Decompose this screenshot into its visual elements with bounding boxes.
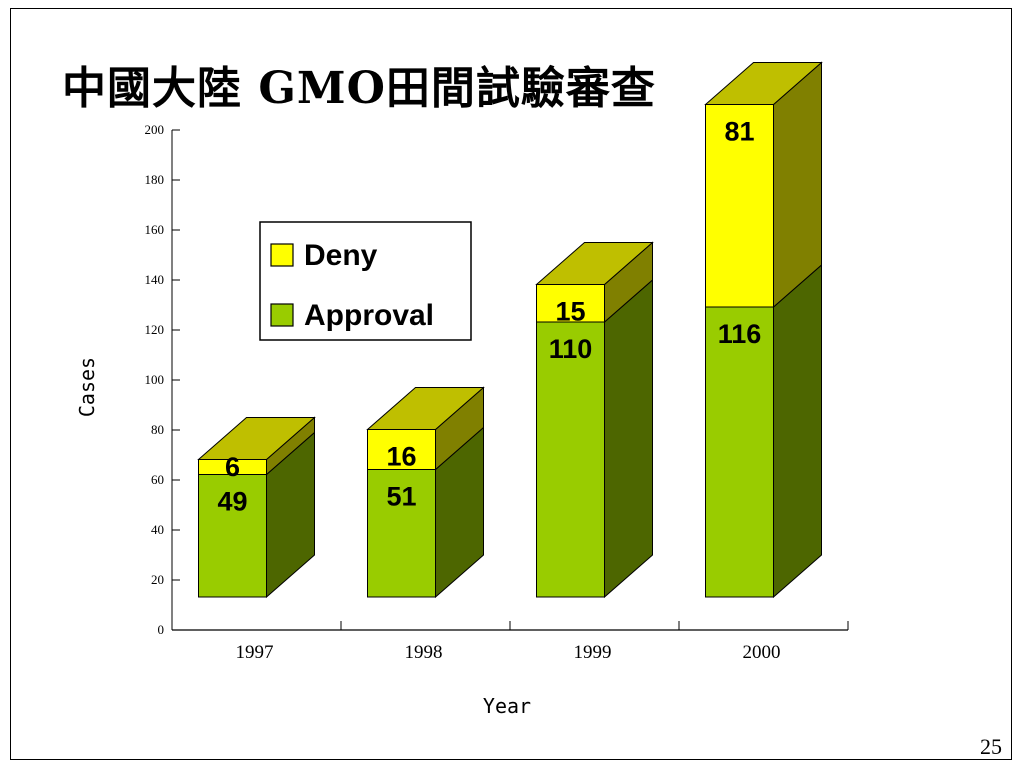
bar-approval-1999 [536,321,605,598]
legend-swatch-deny [270,243,294,267]
bar-approval-1997 [198,474,267,598]
bar-side-deny-2000 [773,61,822,309]
data-label-deny-1997: 6 [225,452,240,482]
legend-box [259,221,472,341]
bar-side-approval-2000 [773,263,822,599]
data-label-approval-1998: 51 [386,482,416,512]
bar-top-1997 [197,417,316,460]
y-tick-label-160: 160 [145,222,165,237]
data-label-deny-1998: 16 [386,442,416,472]
y-tick-label-120: 120 [145,322,165,337]
data-label-approval-2000: 116 [718,319,762,349]
data-label-approval-1999: 110 [549,334,593,364]
x-axis-title: Year [483,694,531,718]
x-tick-label-2000: 2000 [743,642,781,663]
x-tick-label-1999: 1999 [574,642,612,663]
page-number: 25 [980,734,1002,759]
bar-deny-1999 [536,284,605,323]
legend-label-deny: Deny [304,239,378,272]
y-tick-label-140: 140 [145,272,165,287]
bar-top-1999 [535,242,654,285]
legend-label-approval: Approval [304,299,434,332]
legend-swatch-approval [270,303,294,327]
bar-top-1998 [366,387,485,430]
bar-deny-1998 [367,429,436,470]
bar-side-approval-1999 [604,278,653,599]
slide-title: 中國大陸 GMO田間試驗審查 [62,63,656,114]
y-tick-label-180: 180 [145,172,165,187]
data-label-deny-2000: 81 [724,117,754,147]
bar-top-2000 [704,62,823,105]
y-tick-label-20: 20 [151,572,164,587]
data-label-deny-1999: 15 [555,297,585,327]
y-tick-label-40: 40 [151,522,164,537]
y-tick-label-200: 200 [145,122,165,137]
y-tick-label-100: 100 [145,372,165,387]
y-tick-label-0: 0 [158,622,165,637]
x-tick-label-1998: 1998 [405,642,443,663]
slide-frame [10,8,1012,760]
y-tick-label-80: 80 [151,422,164,437]
y-tick-label-60: 60 [151,472,164,487]
x-tick-label-1997: 1997 [236,642,274,663]
y-axis-title: Cases [75,357,99,417]
bar-approval-2000 [705,306,774,598]
data-label-approval-1997: 49 [217,487,247,517]
